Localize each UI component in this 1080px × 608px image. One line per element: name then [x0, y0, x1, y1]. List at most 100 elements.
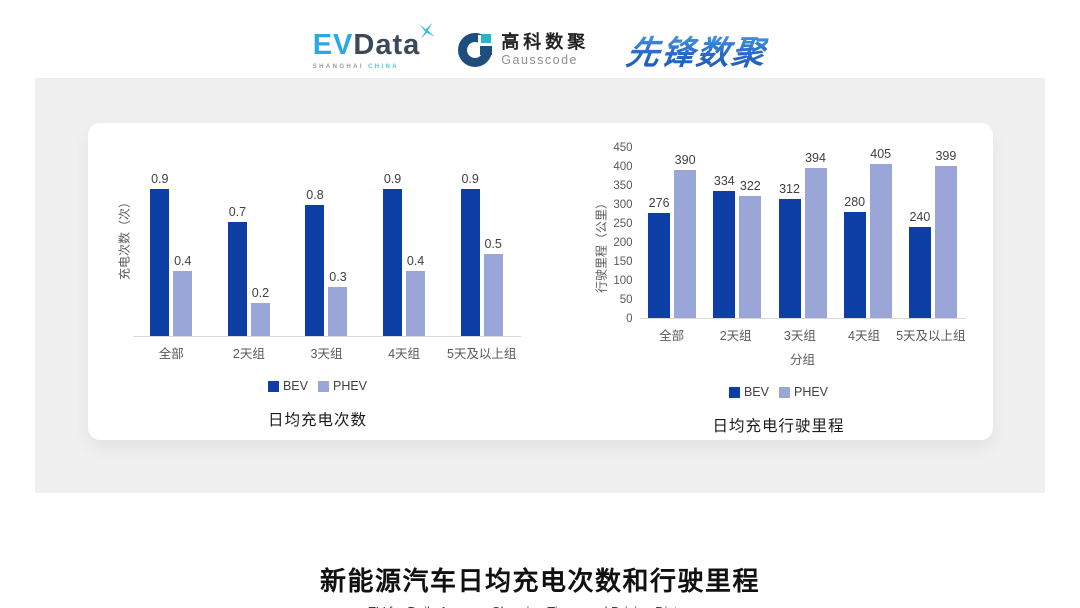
x-category-label: 3天组 [310, 347, 343, 361]
chart-title: 日均充电行驶里程 [712, 418, 845, 435]
legend-swatch-bev [728, 386, 740, 398]
bar-value-label: 0.3 [329, 270, 347, 284]
bar-group: 0.8 0.3 [288, 141, 366, 336]
bar-group: 240 399 [900, 148, 965, 318]
bar-bev: 334 [713, 174, 736, 318]
bar-value-label: 0.4 [174, 254, 192, 268]
bar-phev: 0.5 [483, 237, 503, 336]
y-axis-label: 充电次数（次） [115, 141, 133, 362]
bar-phev: 390 [674, 153, 697, 318]
bar-phev: 405 [869, 147, 892, 318]
plot-wrap: 行驶里程（公里） 450 400 350 300 250 200 150 100 50 0 276 39… [592, 142, 966, 368]
bar-value-label: 0.9 [461, 172, 479, 186]
evdata-ev-text: EV [312, 28, 354, 61]
bar-group: 0.9 0.4 [133, 141, 211, 336]
bar-value-label: 0.9 [383, 172, 402, 186]
evdata-sub-text: SHANGHAI CHINA [313, 64, 421, 70]
gausscode-cn-name: 高科数聚 [501, 32, 590, 53]
legend-item-bev: BEV [728, 385, 769, 399]
evdata-wordmark: EVData [312, 22, 436, 61]
bar-phev: 322 [739, 179, 762, 318]
bar-value-label: 0.2 [251, 286, 270, 300]
bar-group: 276 390 [640, 148, 705, 318]
bar-value-label: 399 [935, 149, 957, 163]
legend-swatch-bev [267, 380, 279, 392]
bar-group: 0.9 0.5 [443, 141, 521, 336]
bar-group: 334 322 [705, 148, 770, 318]
page-title: 新能源汽车日均充电次数和行驶里程 [319, 566, 760, 596]
legend-label: BEV [282, 379, 308, 393]
legend-label: BEV [743, 385, 769, 399]
x-axis-categories: 全部 2天组 3天组 4天组 5天及以上组 [133, 343, 521, 362]
evdata-sub-right: CHINA [368, 63, 399, 70]
bar-value-label: 240 [909, 210, 931, 224]
bar-value-label: 280 [844, 195, 866, 209]
evdata-sub-left: SHANGHAI [312, 63, 364, 70]
plot-area: 0.9 0.4 0.7 0.2 0.8 0.3 0.9 0.4 0.9 0.5 [132, 141, 521, 337]
bar-value-label: 0.9 [151, 172, 169, 186]
bar-bev: 0.9 [150, 172, 170, 336]
plot-area: 276 390 334 322 312 394 280 405 240 399 [639, 147, 966, 319]
gausscode-en-name: Gausscode [501, 52, 578, 67]
charts-card: 充电次数（次） 0.9 0.4 0.7 0.2 0.8 0.3 0.9 0.4 0.9 0.5 全部 2… [87, 123, 993, 440]
logo-bar: EVData SHANGHAI CHINA 高科数聚 Gausscode 先锋数… [0, 0, 1080, 78]
bar-group: 280 405 [835, 147, 900, 318]
bar-phev: 394 [804, 151, 827, 318]
xianfeng-logo: 先锋数聚 [624, 26, 771, 74]
bar-value-label: 322 [739, 179, 761, 193]
y-axis-ticks: 450 400 350 300 250 200 150 100 50 0 [613, 142, 633, 325]
bar-bev: 0.7 [227, 205, 247, 336]
bar-phev: 0.4 [173, 254, 193, 336]
legend-swatch-phev [778, 386, 790, 398]
bar-value-label: 405 [870, 147, 892, 161]
bar-value-label: 0.5 [484, 237, 502, 251]
x-category-label: 5天及以上组 [896, 329, 966, 343]
bar-phev: 0.3 [328, 270, 348, 336]
y-axis-label-text: 行驶里程（公里） [594, 196, 608, 293]
y-axis-label: 行驶里程（公里） [592, 148, 610, 368]
x-category-label: 2天组 [719, 329, 752, 343]
bar-value-label: 394 [805, 151, 826, 165]
legend: BEV PHEV [728, 385, 828, 399]
gausscode-g-icon [458, 33, 494, 67]
bar-value-label: 0.4 [406, 254, 425, 268]
x-category-label: 5天及以上组 [446, 347, 517, 361]
bar-phev: 0.4 [406, 254, 426, 336]
plot-column: 0.9 0.4 0.7 0.2 0.8 0.3 0.9 0.4 0.9 0.5 全部 2天组 3天组 4天… [132, 141, 521, 362]
chart-daily-driving-distance: 行驶里程（公里） 450 400 350 300 250 200 150 100 50 0 276 39… [592, 123, 966, 440]
bar-value-label: 390 [674, 153, 696, 167]
charts-panel: 充电次数（次） 0.9 0.4 0.7 0.2 0.8 0.3 0.9 0.4 0.9 0.5 全部 2… [35, 78, 1045, 493]
bar-value-label: 312 [779, 182, 800, 196]
bar-group: 0.7 0.2 [210, 141, 288, 336]
x-category-label: 3天组 [783, 329, 816, 343]
legend-swatch-phev [317, 380, 329, 392]
legend-item-bev: BEV [267, 379, 308, 393]
bar-value-label: 0.8 [306, 188, 324, 202]
bar-value-label: 334 [713, 174, 735, 188]
x-axis-label: 分组 [789, 353, 815, 367]
x-category-label: 全部 [659, 329, 685, 343]
bar-value-label: 276 [648, 196, 670, 210]
legend-label: PHEV [332, 379, 368, 393]
bar-phev: 0.2 [250, 286, 270, 336]
x-category-label: 2天组 [232, 347, 265, 361]
bar-bev: 0.9 [383, 172, 403, 336]
x-axis-categories: 全部 2天组 3天组 4天组 5天及以上组 [640, 325, 966, 344]
bar-bev: 276 [648, 196, 671, 318]
bar-value-label: 0.7 [228, 205, 247, 219]
evdata-logo: EVData SHANGHAI CHINA [312, 22, 436, 70]
chart-daily-charging-times: 充电次数（次） 0.9 0.4 0.7 0.2 0.8 0.3 0.9 0.4 0.9 0.5 全部 2… [115, 123, 521, 440]
x-category-label: 4天组 [848, 329, 880, 343]
bar-bev: 0.9 [460, 172, 480, 336]
bar-bev: 312 [778, 182, 801, 318]
legend-item-phev: PHEV [778, 385, 828, 399]
gausscode-logo: 高科数聚 Gausscode [458, 32, 590, 67]
bar-bev: 280 [843, 195, 866, 318]
y-axis-label-text: 充电次数（次） [117, 196, 131, 281]
bar-bev: 0.8 [305, 188, 325, 336]
legend-item-phev: PHEV [317, 379, 368, 393]
legend: BEV PHEV [267, 379, 368, 393]
sparkle-icon [419, 22, 436, 39]
evdata-data-text: Data [353, 28, 421, 61]
bar-group: 312 394 [770, 148, 835, 318]
